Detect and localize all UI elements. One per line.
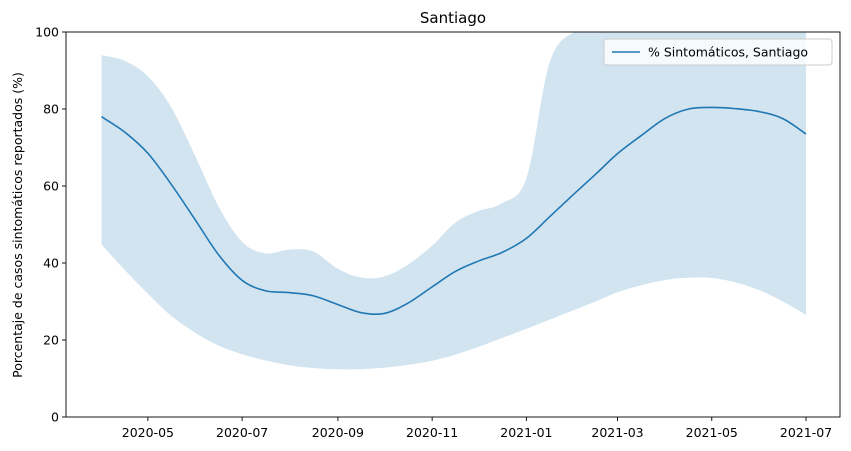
y-tick-label: 40 (43, 256, 59, 271)
plot-area: 0 20 40 60 80 100 2020-05 2020-07 2020-09 2020-11… (35, 25, 841, 440)
axes-frame (65, 31, 841, 418)
x-tick-label: 2021-07 (780, 425, 832, 440)
chart-title: Santiago (420, 9, 486, 27)
x-tick-label: 2020-07 (216, 425, 268, 440)
y-tick-label: 100 (35, 25, 59, 40)
plot-series-group (101, 32, 807, 370)
x-tick-label: 2021-01 (500, 425, 552, 440)
legend-label: % Sintomáticos, Santiago (648, 45, 808, 60)
x-tick-label: 2020-05 (122, 425, 174, 440)
x-tick-label: 2021-05 (686, 425, 738, 440)
x-tick-label: 2021-03 (591, 425, 643, 440)
x-tick-label: 2020-09 (312, 425, 364, 440)
legend-frame (603, 38, 833, 66)
y-tick-label: 80 (43, 102, 59, 117)
series-line (101, 106, 807, 316)
x-tick-label: 2020-11 (406, 425, 458, 440)
y-axis-label: Porcentaje de casos sintomáticos reporta… (10, 72, 25, 378)
confidence-band (101, 32, 807, 370)
y-tick-label: 60 (43, 179, 59, 194)
legend: % Sintomáticos, Santiago (603, 38, 833, 66)
y-tick-label: 0 (51, 410, 59, 425)
y-tick-label: 20 (43, 333, 59, 348)
